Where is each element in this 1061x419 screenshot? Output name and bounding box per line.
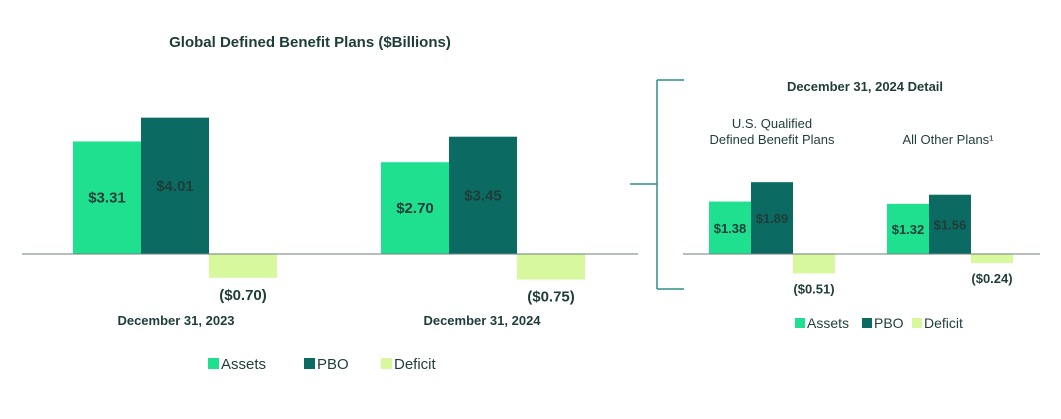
legend-swatch-pbo	[304, 358, 315, 369]
detail-bars: $1.38 $1.32 $1.89 $1.56 ($0.51) ($0.24)	[709, 182, 1013, 296]
detail-bar-deficit-0	[793, 254, 835, 274]
legend-label-deficit: Deficit	[394, 356, 437, 373]
detail-data-label-deficit-1: ($0.24)	[971, 271, 1012, 286]
detail-data-label-deficit-0: ($0.51)	[793, 281, 834, 296]
global-data-label-pbo-1: $3.45	[464, 187, 502, 204]
category-label-2023: December 31, 2023	[117, 313, 234, 328]
detail-category-us-line2: Defined Benefit Plans	[709, 132, 835, 147]
detail-bar-pbo-0	[751, 182, 793, 254]
legend-label-assets: Assets	[221, 356, 266, 373]
detail-data-label-pbo-1: $1.56	[934, 217, 967, 232]
global-bar-assets-1	[381, 162, 449, 254]
detail-bar-deficit-1	[971, 254, 1013, 264]
global-bar-deficit-0	[209, 254, 277, 278]
global-plans-chart: Global Defined Benefit Plans ($Billions)…	[22, 34, 638, 373]
detail-data-label-assets-1: $1.32	[892, 222, 925, 237]
detail-legend-label-deficit: Deficit	[924, 315, 963, 331]
detail-legend-swatch-assets	[795, 318, 805, 328]
detail-data-label-assets-0: $1.38	[714, 221, 747, 236]
detail-chart: December 31, 2024 Detail U.S. Qualified …	[683, 79, 1040, 331]
detail-category-other: All Other Plans¹	[902, 132, 994, 147]
detail-bracket	[630, 79, 684, 290]
global-bar-deficit-1	[517, 254, 585, 280]
detail-data-label-pbo-0: $1.89	[756, 211, 789, 226]
detail-chart-title: December 31, 2024 Detail	[787, 79, 943, 94]
detail-legend-swatch-pbo	[862, 318, 872, 328]
detail-legend-swatch-deficit	[912, 318, 922, 328]
legend-label-pbo: PBO	[317, 356, 349, 373]
global-data-label-pbo-0: $4.01	[156, 178, 194, 195]
global-bar-pbo-0	[141, 117, 209, 254]
detail-legend-label-assets: Assets	[807, 315, 849, 331]
detail-legend-label-pbo: PBO	[874, 315, 904, 331]
detail-bar-assets-1	[887, 203, 929, 254]
detail-category-us-line1: U.S. Qualified	[732, 116, 812, 131]
detail-bar-assets-0	[709, 201, 751, 254]
global-data-label-assets-1: $2.70	[396, 200, 434, 217]
global-legend: Assets PBO Deficit	[208, 356, 437, 373]
global-bar-pbo-1	[449, 136, 517, 254]
global-bar-assets-0	[73, 141, 141, 254]
legend-swatch-assets	[208, 358, 219, 369]
detail-legend: Assets PBO Deficit	[795, 315, 963, 331]
category-label-2024: December 31, 2024	[423, 313, 541, 328]
detail-bar-pbo-1	[929, 194, 971, 254]
global-bars: $3.31 $2.70 $4.01 $3.45 ($0.70) ($0.75)	[73, 117, 585, 306]
legend-swatch-deficit	[381, 358, 392, 369]
global-data-label-deficit-1: ($0.75)	[527, 289, 575, 306]
global-chart-title: Global Defined Benefit Plans ($Billions)	[169, 34, 451, 51]
global-data-label-assets-0: $3.31	[88, 190, 126, 207]
global-data-label-deficit-0: ($0.70)	[219, 287, 267, 304]
